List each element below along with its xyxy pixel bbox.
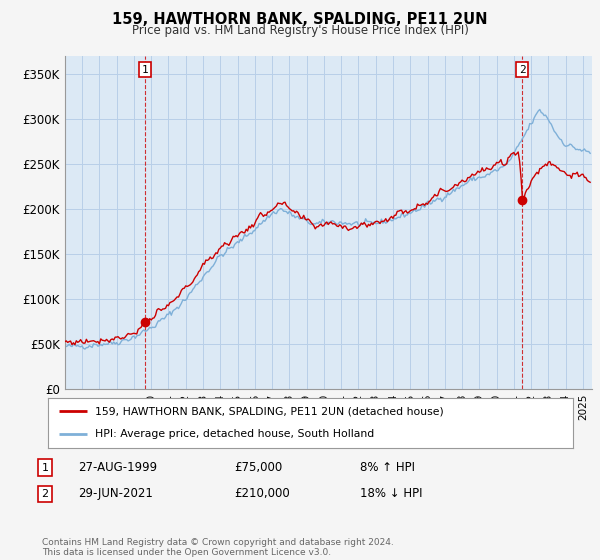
Text: 159, HAWTHORN BANK, SPALDING, PE11 2UN (detached house): 159, HAWTHORN BANK, SPALDING, PE11 2UN (… (95, 406, 444, 416)
Text: HPI: Average price, detached house, South Holland: HPI: Average price, detached house, Sout… (95, 430, 374, 440)
Text: 8% ↑ HPI: 8% ↑ HPI (360, 461, 415, 474)
Text: 159, HAWTHORN BANK, SPALDING, PE11 2UN: 159, HAWTHORN BANK, SPALDING, PE11 2UN (112, 12, 488, 27)
Text: 1: 1 (41, 463, 49, 473)
Text: £210,000: £210,000 (234, 487, 290, 501)
Text: 1: 1 (142, 64, 148, 74)
Text: Price paid vs. HM Land Registry's House Price Index (HPI): Price paid vs. HM Land Registry's House … (131, 24, 469, 37)
Text: 18% ↓ HPI: 18% ↓ HPI (360, 487, 422, 501)
Text: 27-AUG-1999: 27-AUG-1999 (78, 461, 157, 474)
Text: 2: 2 (41, 489, 49, 499)
Text: 2: 2 (519, 64, 526, 74)
Text: Contains HM Land Registry data © Crown copyright and database right 2024.
This d: Contains HM Land Registry data © Crown c… (42, 538, 394, 557)
Text: 29-JUN-2021: 29-JUN-2021 (78, 487, 153, 501)
Text: £75,000: £75,000 (234, 461, 282, 474)
